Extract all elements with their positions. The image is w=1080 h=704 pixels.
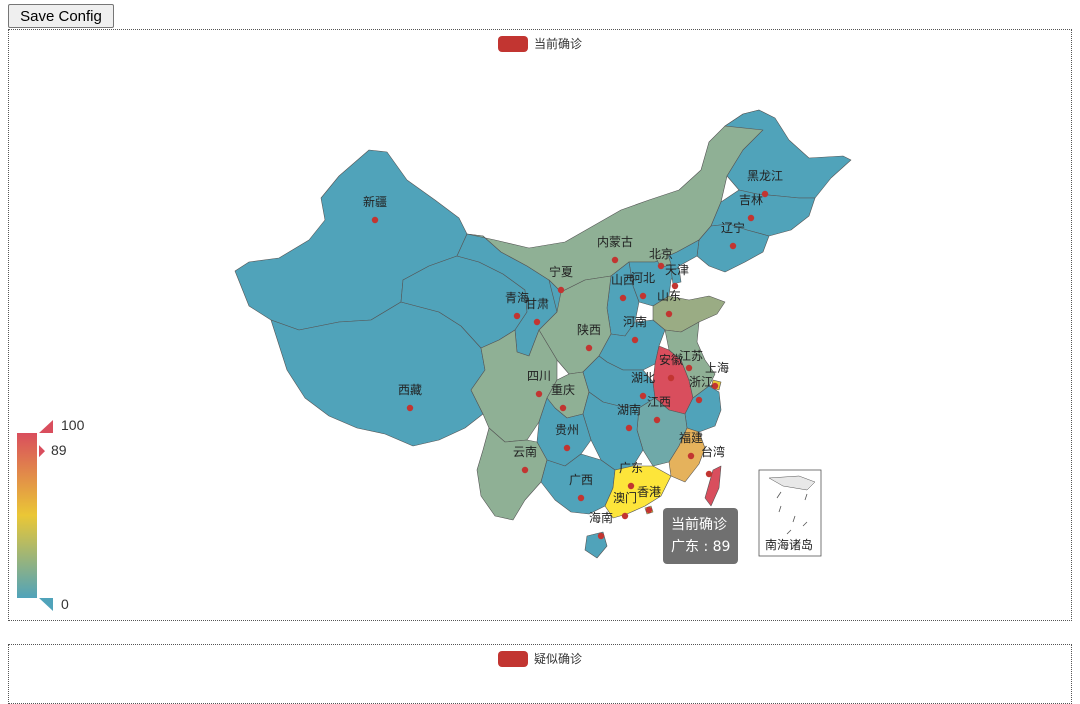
visual-map-handle-bottom[interactable] — [39, 598, 53, 611]
label-qinghai: 青海 — [505, 290, 529, 305]
label-jiangxi: 江西 — [647, 395, 671, 409]
save-config-button[interactable]: Save Config — [8, 4, 114, 28]
legend[interactable]: 当前确诊 — [9, 35, 1071, 52]
label-hongkong: 香港 — [637, 485, 661, 499]
visual-map-indicator — [39, 445, 45, 458]
label-macau: 澳门 — [613, 490, 637, 505]
label-sichuan: 四川 — [527, 369, 551, 383]
label-jilin: 吉林 — [739, 193, 763, 207]
label-hunan: 湖南 — [617, 402, 641, 417]
region-hunan[interactable] — [582, 391, 644, 471]
label-fujian: 福建 — [679, 430, 703, 445]
label-anhui: 安徽 — [659, 352, 683, 367]
region-jiangsu[interactable] — [664, 321, 716, 399]
visual-map-min-label: 0 — [61, 596, 69, 612]
nanhai-inset — [758, 469, 822, 557]
visual-map[interactable] — [17, 420, 53, 611]
label-taiwan: 台湾 — [701, 444, 725, 459]
chart-panel-current: 当前确诊 — [8, 29, 1072, 621]
label-guizhou: 贵州 — [555, 423, 579, 437]
label-shandong: 山东 — [657, 289, 681, 303]
label-hebei: 河北 — [631, 271, 655, 285]
label-heilongjiang: 黑龙江 — [747, 169, 783, 183]
label-nanhai: 南海诸岛 — [765, 537, 813, 552]
region-taiwan[interactable] — [704, 465, 722, 507]
label-ningxia: 宁夏 — [549, 264, 573, 279]
region-tianjin[interactable] — [670, 267, 682, 285]
label-chongqing: 重庆 — [551, 383, 575, 397]
visual-map-max-label: 100 — [61, 417, 85, 433]
label-hubei: 湖北 — [631, 370, 655, 385]
legend-swatch[interactable] — [497, 35, 528, 52]
label-liaoning: 辽宁 — [721, 220, 745, 235]
label-jiangsu: 江苏 — [679, 349, 703, 363]
visual-map-handle-top[interactable] — [39, 420, 53, 433]
label-shanghai: 上海 — [705, 360, 729, 375]
tooltip-title: 当前确诊 — [671, 517, 727, 533]
visual-map-current-label: 89 — [51, 442, 67, 458]
region-fujian[interactable] — [668, 427, 706, 483]
label-beijing: 北京 — [649, 247, 673, 261]
legend-label[interactable]: 当前确诊 — [533, 37, 582, 51]
label-zhejiang: 浙江 — [689, 375, 713, 389]
tooltip-value: 广东 : 89 — [671, 539, 731, 555]
region-guangdong[interactable] — [604, 465, 672, 519]
label-shaanxi: 陕西 — [577, 322, 601, 337]
label-hainan: 海南 — [589, 510, 613, 525]
label-guangdong: 广东 — [619, 461, 643, 475]
chart-panel-suspected: 疑似确诊 — [8, 644, 1072, 704]
legend-swatch[interactable] — [497, 650, 528, 667]
legend-suspected[interactable]: 疑似确诊 — [9, 650, 1071, 667]
map-tooltip: 当前确诊 广东 : 89 — [663, 508, 739, 564]
label-xizang: 西藏 — [398, 383, 422, 397]
label-tianjin: 天津 — [665, 263, 689, 277]
label-neimenggu: 内蒙古 — [597, 234, 633, 249]
label-gansu: 甘肃 — [525, 297, 549, 311]
label-shanxi: 山西 — [611, 273, 635, 287]
legend-label[interactable]: 疑似确诊 — [533, 652, 582, 666]
label-yunnan: 云南 — [513, 444, 537, 459]
label-henan: 河南 — [623, 314, 647, 329]
china-map[interactable]: 新疆 西藏 青海 甘肃 宁夏 内蒙古 黑龙江 吉林 辽宁 北京 天津 河北 山西… — [9, 30, 1071, 620]
region-yunnan[interactable] — [476, 427, 548, 521]
visual-map-bar[interactable] — [17, 433, 37, 598]
label-xinjiang: 新疆 — [363, 194, 387, 209]
region-heilongjiang[interactable] — [724, 109, 852, 199]
label-guangxi: 广西 — [569, 473, 593, 487]
